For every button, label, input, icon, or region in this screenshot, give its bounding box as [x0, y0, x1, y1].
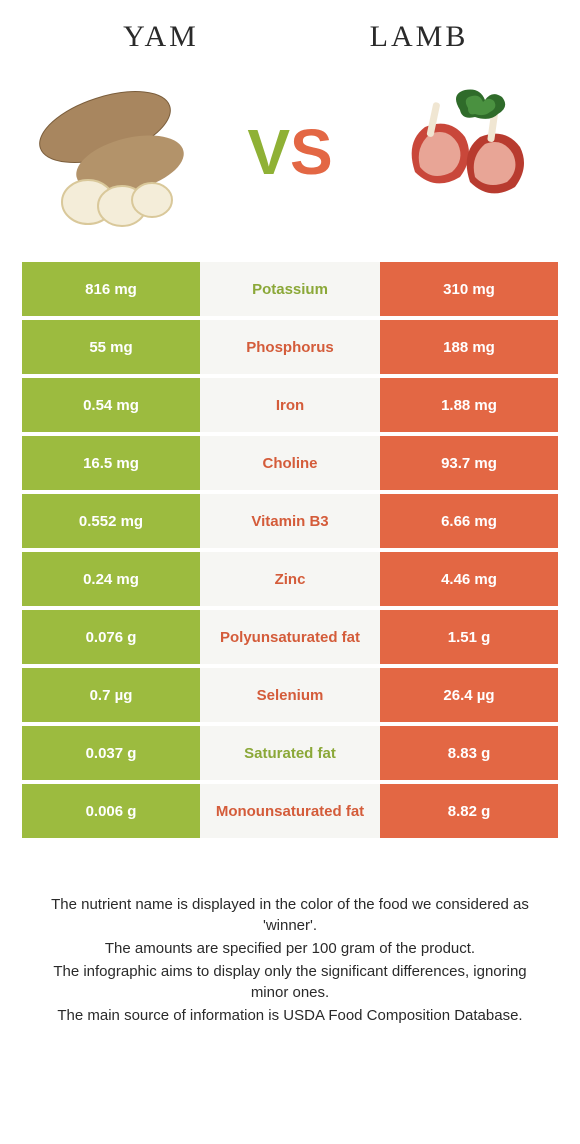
nutrient-name: Polyunsaturated fat: [200, 610, 380, 664]
comparison-table: 816 mgPotassium310 mg55 mgPhosphorus188 …: [22, 262, 558, 838]
value-left: 55 mg: [22, 320, 200, 374]
nutrient-name: Monounsaturated fat: [200, 784, 380, 838]
footer-line-1: The nutrient name is displayed in the co…: [40, 894, 540, 936]
nutrient-name: Zinc: [200, 552, 380, 606]
table-row: 816 mgPotassium310 mg: [22, 262, 558, 316]
yam-image: [30, 72, 200, 232]
footer-line-2: The amounts are specified per 100 gram o…: [40, 938, 540, 959]
nutrient-name: Selenium: [200, 668, 380, 722]
nutrient-name: Iron: [200, 378, 380, 432]
vs-letter-s: S: [290, 120, 333, 184]
value-right: 8.82 g: [380, 784, 558, 838]
value-left: 0.037 g: [22, 726, 200, 780]
value-left: 0.076 g: [22, 610, 200, 664]
infographic-container: YAM LAMB VS: [0, 0, 580, 1026]
food-right-title: LAMB: [290, 20, 548, 54]
table-row: 55 mgPhosphorus188 mg: [22, 320, 558, 374]
value-left: 0.7 µg: [22, 668, 200, 722]
value-left: 0.24 mg: [22, 552, 200, 606]
nutrient-name: Choline: [200, 436, 380, 490]
food-left-title: YAM: [32, 20, 290, 54]
header-row: YAM LAMB: [22, 20, 558, 54]
vs-letter-v: V: [247, 120, 290, 184]
table-row: 0.54 mgIron1.88 mg: [22, 378, 558, 432]
value-right: 4.46 mg: [380, 552, 558, 606]
value-left: 0.54 mg: [22, 378, 200, 432]
value-left: 0.006 g: [22, 784, 200, 838]
value-right: 8.83 g: [380, 726, 558, 780]
footer-line-3: The infographic aims to display only the…: [40, 961, 540, 1003]
images-row: VS: [22, 72, 558, 232]
table-row: 0.076 gPolyunsaturated fat1.51 g: [22, 610, 558, 664]
value-right: 1.88 mg: [380, 378, 558, 432]
nutrient-name: Vitamin B3: [200, 494, 380, 548]
table-row: 0.037 gSaturated fat8.83 g: [22, 726, 558, 780]
lamb-image: [380, 72, 550, 232]
value-left: 0.552 mg: [22, 494, 200, 548]
table-row: 0.006 gMonounsaturated fat8.82 g: [22, 784, 558, 838]
table-row: 0.24 mgZinc4.46 mg: [22, 552, 558, 606]
nutrient-name: Potassium: [200, 262, 380, 316]
table-row: 0.552 mgVitamin B36.66 mg: [22, 494, 558, 548]
value-right: 1.51 g: [380, 610, 558, 664]
value-right: 26.4 µg: [380, 668, 558, 722]
footer-text: The nutrient name is displayed in the co…: [22, 894, 558, 1026]
value-left: 816 mg: [22, 262, 200, 316]
nutrient-name: Saturated fat: [200, 726, 380, 780]
table-row: 0.7 µgSelenium26.4 µg: [22, 668, 558, 722]
vs-badge: VS: [247, 120, 332, 184]
value-right: 6.66 mg: [380, 494, 558, 548]
value-right: 93.7 mg: [380, 436, 558, 490]
value-right: 310 mg: [380, 262, 558, 316]
nutrient-name: Phosphorus: [200, 320, 380, 374]
table-row: 16.5 mgCholine93.7 mg: [22, 436, 558, 490]
value-left: 16.5 mg: [22, 436, 200, 490]
footer-line-4: The main source of information is USDA F…: [40, 1005, 540, 1026]
value-right: 188 mg: [380, 320, 558, 374]
